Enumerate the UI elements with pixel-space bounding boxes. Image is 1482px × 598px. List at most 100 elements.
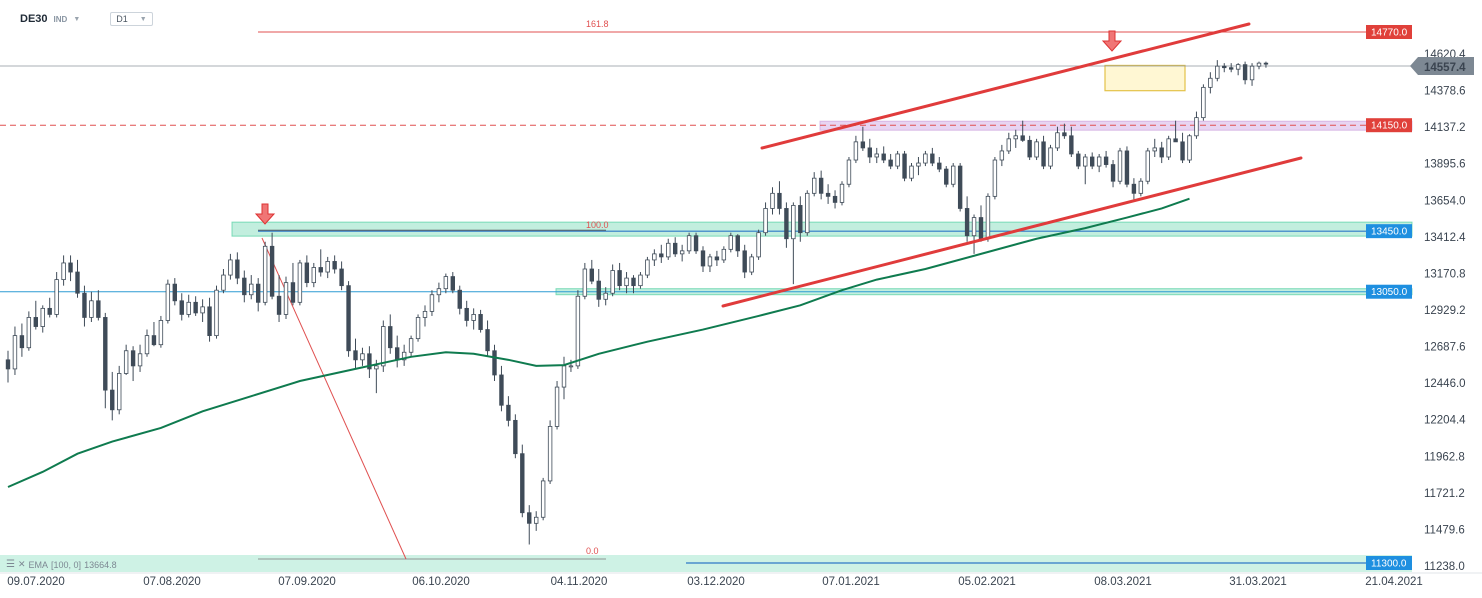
level-price-label: 14150.0	[1371, 121, 1408, 132]
candle	[1124, 150, 1130, 185]
symbol-label[interactable]: DE30	[20, 13, 48, 25]
candle	[756, 232, 761, 258]
candle	[68, 262, 73, 273]
level-price-label: 11300.0	[1371, 559, 1407, 570]
candle	[853, 141, 859, 161]
candle	[693, 235, 699, 252]
candle	[534, 516, 539, 524]
candle	[818, 177, 824, 194]
indicator-params: [100, 0]	[51, 559, 82, 570]
candle	[707, 256, 713, 267]
candle	[485, 329, 490, 352]
fib-label: 0.0	[586, 546, 599, 556]
candle	[916, 162, 921, 167]
y-tick-label: 12929.2	[1424, 305, 1466, 317]
candle	[12, 335, 18, 370]
candle	[89, 300, 94, 318]
candle	[200, 306, 205, 314]
candle	[249, 283, 254, 296]
candle	[1110, 164, 1116, 182]
y-tick-label: 13412.4	[1424, 232, 1466, 244]
candle	[54, 279, 59, 315]
candle	[1138, 180, 1144, 194]
candle	[1159, 147, 1164, 158]
candle	[1013, 135, 1018, 140]
candle	[82, 292, 87, 318]
candle	[1103, 156, 1109, 165]
candle	[381, 326, 386, 367]
candle	[1235, 64, 1241, 70]
y-tick-label: 13654.0	[1424, 195, 1466, 207]
candle	[860, 141, 866, 149]
candle	[110, 389, 115, 411]
timeframe-select[interactable]: D1 ▼	[110, 12, 153, 26]
candle	[33, 317, 38, 327]
y-tick-label: 14137.2	[1424, 122, 1466, 134]
candles	[5, 60, 1269, 545]
candle	[1062, 132, 1067, 137]
candle	[499, 374, 504, 406]
candle	[123, 350, 129, 374]
candle	[825, 192, 831, 197]
candle	[735, 235, 740, 252]
y-tick-label: 11238.0	[1424, 561, 1465, 573]
candle	[923, 153, 928, 164]
candle	[61, 262, 66, 281]
candle	[464, 307, 469, 321]
candle	[367, 353, 372, 370]
candle	[374, 365, 379, 370]
candle	[1166, 138, 1171, 158]
menu-icon[interactable]: ☰	[6, 559, 15, 570]
candle	[235, 259, 240, 279]
candle	[214, 289, 219, 337]
candle	[867, 147, 872, 158]
lower-trendline	[721, 156, 1303, 308]
close-icon[interactable]: ✕	[17, 559, 26, 569]
x-tick-label: 31.03.2021	[1229, 576, 1287, 588]
candle	[791, 205, 796, 240]
candle	[1096, 156, 1102, 167]
candle	[506, 404, 511, 421]
candle	[297, 262, 303, 303]
candle	[388, 326, 393, 349]
y-tick-label: 11962.8	[1424, 451, 1465, 463]
candle	[443, 276, 449, 290]
candle	[283, 282, 289, 315]
level-price-tag	[1366, 25, 1412, 39]
candle	[242, 277, 247, 296]
candle	[812, 177, 817, 194]
x-tick-label: 04.11.2020	[551, 576, 608, 588]
candle	[909, 165, 914, 179]
candle	[457, 289, 462, 309]
candle	[527, 512, 532, 524]
candle	[117, 373, 122, 411]
chevron-down-icon[interactable]: ▼	[73, 15, 81, 23]
candle	[679, 250, 685, 255]
candle	[798, 205, 803, 234]
candle	[673, 242, 678, 255]
market-label: IND	[53, 14, 68, 24]
candle	[165, 283, 171, 321]
candle	[1180, 141, 1185, 161]
candle	[276, 295, 282, 315]
level-price-label: 13050.0	[1371, 287, 1408, 298]
candle	[450, 276, 455, 291]
level-price-tag	[1366, 118, 1412, 133]
candle	[839, 183, 845, 203]
candle	[339, 268, 344, 287]
level-price-tag	[1366, 556, 1412, 570]
candle	[436, 288, 442, 296]
y-tick-label: 12204.4	[1424, 415, 1466, 427]
indicator-value: 13664.8	[84, 559, 117, 570]
candle	[1263, 62, 1269, 65]
candle	[1194, 117, 1199, 137]
candle	[96, 300, 101, 318]
candle	[617, 270, 622, 287]
y-tick-label: 11721.2	[1424, 488, 1465, 500]
x-tick-label: 08.03.2021	[1094, 576, 1152, 588]
down-arrow-icon	[254, 203, 276, 225]
candle	[554, 386, 560, 427]
candle	[429, 294, 435, 312]
candle	[749, 256, 754, 273]
